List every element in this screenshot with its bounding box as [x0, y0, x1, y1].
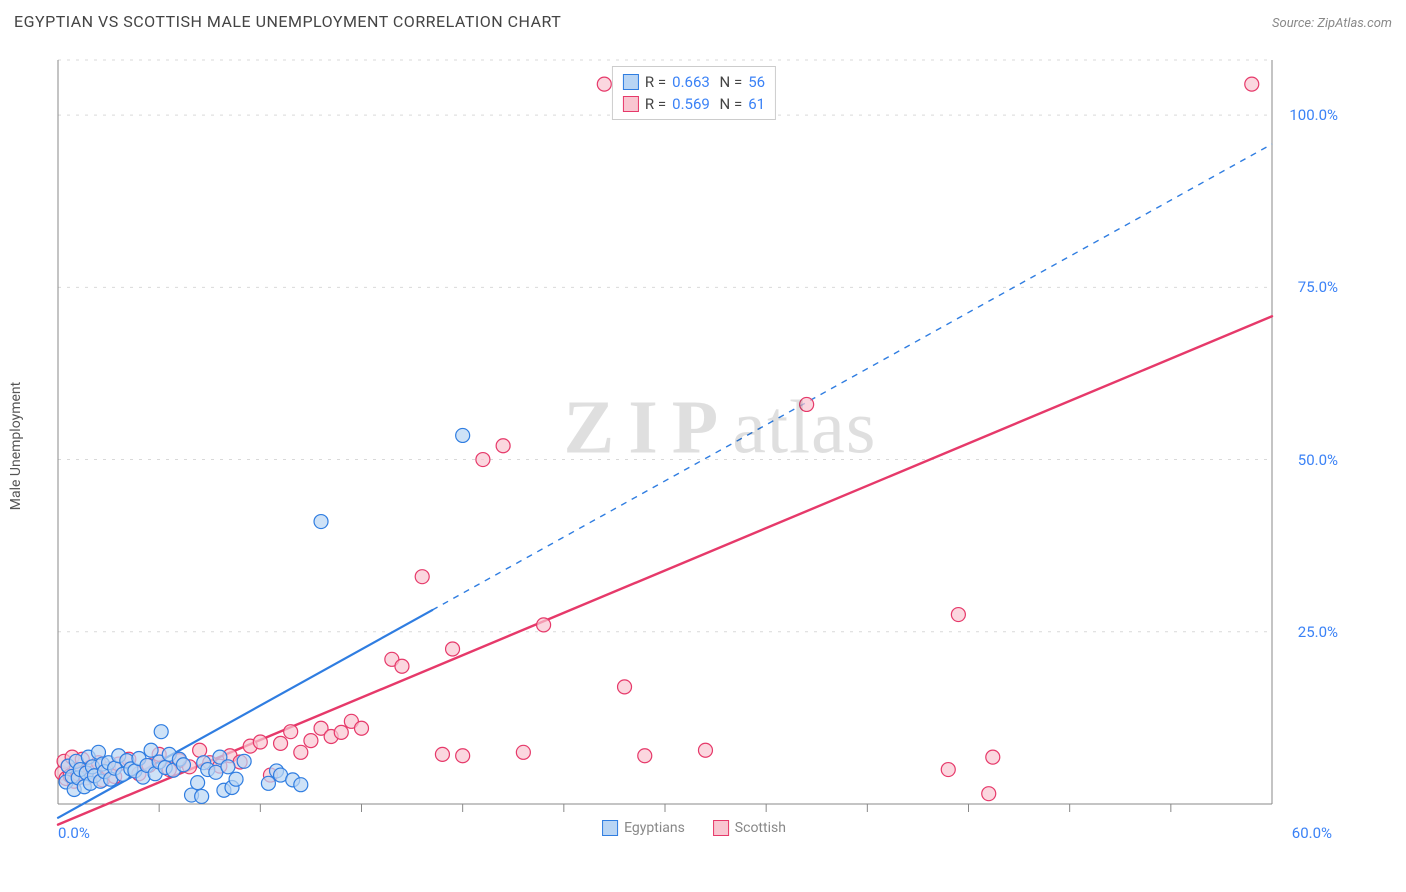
legend-label-scottish: Scottish	[735, 820, 786, 836]
legend-r-scottish: 0.569	[672, 95, 710, 113]
source-label: Source: ZipAtlas.com	[1272, 16, 1392, 31]
legend-r-egyptians: 0.663	[672, 73, 710, 91]
correlation-legend: R = 0.663 N = 56 R = 0.569 N = 61	[612, 66, 776, 120]
y-tick-label: 75.0%	[1298, 278, 1338, 296]
legend-label-egyptians: Egyptians	[624, 820, 685, 836]
legend-stat-label: R =	[645, 73, 666, 91]
header-bar: EGYPTIAN VS SCOTTISH MALE UNEMPLOYMENT C…	[14, 12, 1392, 31]
legend-row-scottish: R = 0.569 N = 61	[623, 93, 765, 115]
swatch-egyptians	[602, 820, 618, 836]
legend-row-egyptians: R = 0.663 N = 56	[623, 71, 765, 93]
legend-n-egyptians: 56	[748, 73, 765, 91]
x-tick-label: 0.0%	[58, 824, 90, 842]
x-tick-label: 60.0%	[1292, 824, 1332, 842]
series-legend: Egyptians Scottish	[602, 820, 786, 836]
chart-title: EGYPTIAN VS SCOTTISH MALE UNEMPLOYMENT C…	[14, 12, 561, 31]
legend-stat-label: R =	[645, 95, 666, 113]
y-tick-label: 50.0%	[1298, 451, 1338, 469]
plot-area: ZIPatlas R = 0.663 N = 56 R = 0.569 N = …	[44, 46, 1344, 842]
legend-n-scottish: 61	[748, 95, 765, 113]
y-axis-label: Male Unemployment	[8, 382, 24, 510]
legend-item-egyptians: Egyptians	[602, 820, 685, 836]
swatch-egyptians	[623, 74, 639, 90]
legend-stat-label: N =	[716, 73, 742, 91]
swatch-scottish	[623, 96, 639, 112]
swatch-scottish	[713, 820, 729, 836]
y-tick-label: 100.0%	[1289, 106, 1338, 124]
legend-item-scottish: Scottish	[713, 820, 786, 836]
chart-svg	[44, 46, 1344, 842]
legend-stat-label: N =	[716, 95, 742, 113]
y-tick-label: 25.0%	[1298, 623, 1338, 641]
